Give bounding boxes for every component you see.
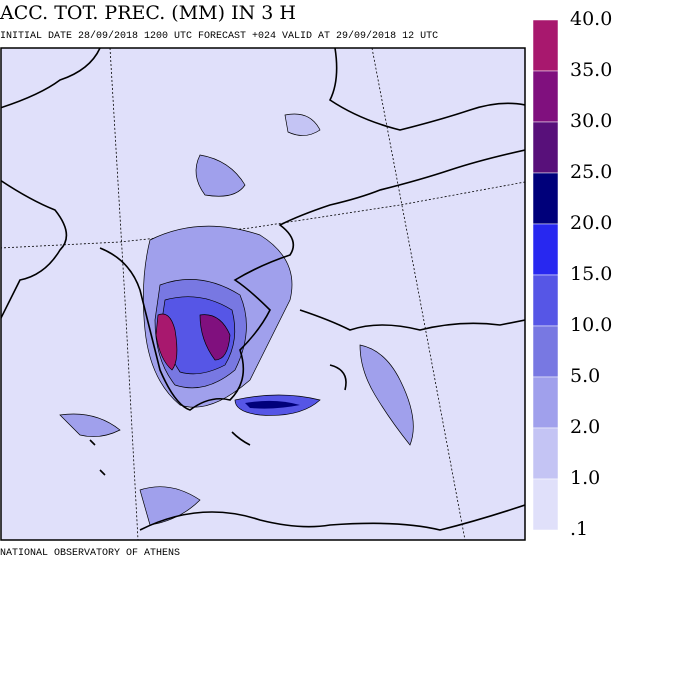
legend-label: 25.0 xyxy=(570,161,612,183)
legend-label: 5.0 xyxy=(570,365,600,387)
legend-label: 20.0 xyxy=(570,212,612,234)
legend-swatch xyxy=(532,478,559,531)
legend: 40.0 35.0 30.0 25.0 20.0 15.0 10.0 5.0 2.0 1.0 .1 xyxy=(532,8,612,540)
legend-swatch xyxy=(532,274,559,327)
legend-label: 30.0 xyxy=(570,110,612,132)
legend-swatch xyxy=(532,376,559,429)
legend-swatch xyxy=(532,172,559,225)
legend-swatch xyxy=(532,70,559,123)
legend-label: .1 xyxy=(570,518,588,540)
subtitle: INITIAL DATE 28/09/2018 1200 UTC FORECAS… xyxy=(0,30,438,42)
legend-label: 40.0 xyxy=(570,8,612,30)
title: ACC. TOT. PREC. (MM) IN 3 H xyxy=(0,2,296,24)
legend-label: 15.0 xyxy=(570,263,612,285)
legend-label: 2.0 xyxy=(570,416,600,438)
map xyxy=(0,47,526,541)
legend-swatch xyxy=(532,121,559,174)
footer: NATIONAL OBSERVATORY OF ATHENS xyxy=(0,548,180,559)
legend-swatch xyxy=(532,427,559,480)
legend-swatch xyxy=(532,223,559,276)
legend-label: 10.0 xyxy=(570,314,612,336)
legend-label: 1.0 xyxy=(570,467,600,489)
legend-swatch xyxy=(532,19,559,72)
legend-swatch xyxy=(532,325,559,378)
legend-label: 35.0 xyxy=(570,59,612,81)
